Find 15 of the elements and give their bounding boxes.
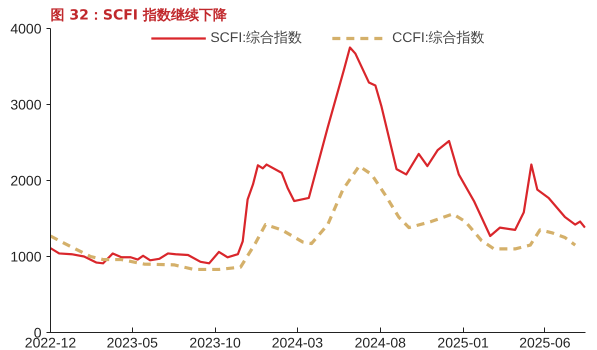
- x-tick-label: 2024-03: [272, 334, 324, 350]
- y-tick-label: 4000: [10, 20, 42, 36]
- legend-label: CCFI:综合指数: [392, 29, 485, 47]
- x-tick-label: 2023-10: [189, 334, 242, 350]
- x-tick-label: 2025-01: [437, 334, 490, 350]
- legend-label: SCFI:综合指数: [210, 29, 302, 47]
- y-tick-label: 1000: [10, 248, 42, 264]
- x-tick-label: 2023-05: [106, 334, 158, 350]
- y-tick-label: 3000: [10, 96, 42, 112]
- x-tick-label: 2025-06: [519, 334, 571, 350]
- chart-title: 图 32：SCFI 指数继续下降: [50, 8, 228, 24]
- y-tick-label: 2000: [10, 172, 42, 188]
- line-series: [50, 46, 586, 264]
- line-series: [50, 164, 577, 272]
- x-tick-label: 2024-08: [354, 334, 406, 350]
